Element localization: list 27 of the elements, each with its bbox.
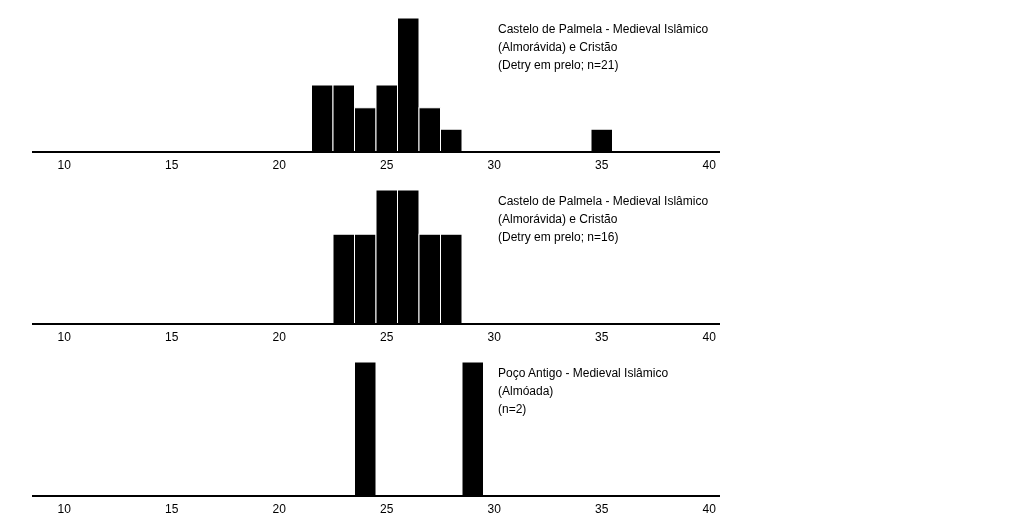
- text: (n=2): [498, 401, 528, 418]
- x-tick-label: 30: [487, 501, 502, 516]
- x-tick-label: 40: [702, 329, 717, 344]
- x-tick-label: 15: [165, 501, 179, 516]
- text: (Detry em prelo; n=16): [498, 229, 620, 246]
- text: Castelo de Palmela - Medieval Islâmico (Almorávida) e Cristão: [498, 193, 710, 228]
- x-tick-label: 10: [57, 329, 72, 344]
- x-tick-label: 10: [57, 157, 72, 172]
- x-tick-label: 20: [272, 329, 287, 344]
- x-tick-label: 25: [380, 329, 394, 344]
- x-tick-label: 30: [487, 329, 502, 344]
- x-tick-label: 15: [165, 157, 179, 172]
- x-tick-label: 20: [272, 501, 287, 516]
- x-tick-label: 20: [272, 157, 287, 172]
- text: Castelo de Palmela - Medieval Islâmico (Almorávida) e Cristão: [498, 21, 710, 56]
- x-tick-label: 15: [165, 329, 179, 344]
- x-tick-label: 35: [595, 329, 609, 344]
- x-tick-label: 40: [702, 157, 717, 172]
- x-tick-label: 10: [57, 501, 72, 516]
- x-tick-label: 35: [595, 501, 609, 516]
- x-tick-label: 35: [595, 157, 609, 172]
- x-tick-label: 25: [380, 501, 394, 516]
- x-tick-label: 25: [380, 157, 394, 172]
- x-tick-label: 30: [487, 157, 502, 172]
- text: (Detry em prelo; n=21): [498, 57, 620, 74]
- x-tick-label: 40: [702, 501, 717, 516]
- text: Poço Antigo - Medieval Islâmico (Almóada): [498, 365, 670, 400]
